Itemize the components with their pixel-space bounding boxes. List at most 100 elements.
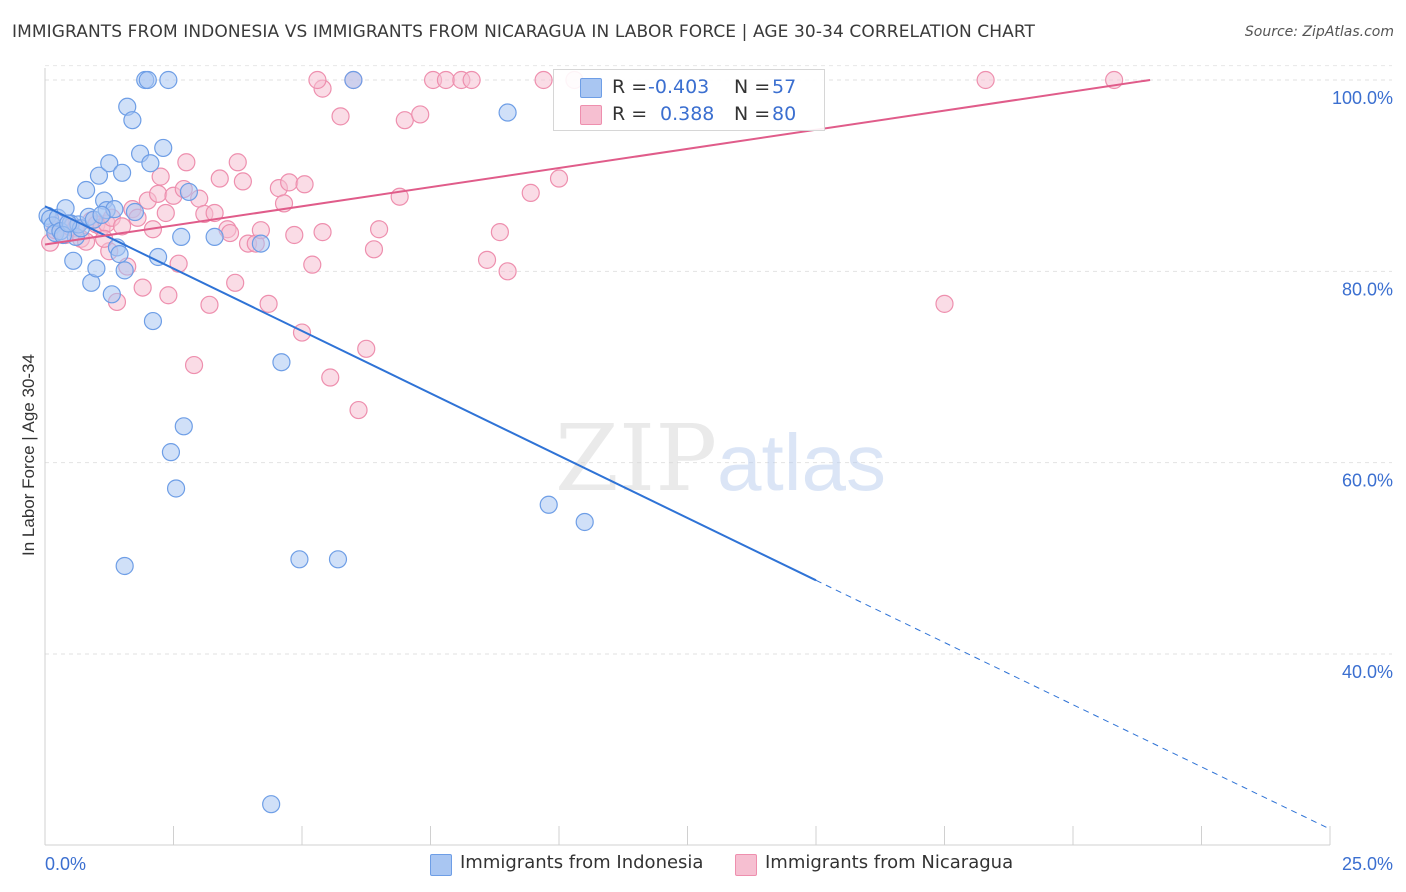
indonesia-point: [539, 495, 558, 514]
grid-lines: [45, 65, 1392, 655]
nicaragua-point: [259, 294, 278, 313]
indonesia-point: [172, 227, 191, 246]
indonesia-point: [64, 251, 83, 270]
nicaragua-point: [228, 153, 247, 172]
x-tick-label: 25.0%: [1342, 854, 1393, 874]
legend-row-indonesia: R = -0.403 N = 57: [554, 74, 824, 100]
nicaragua-point: [436, 70, 456, 90]
nicaragua-point: [477, 250, 497, 269]
trend-lines: [44, 79, 1331, 830]
nicaragua-point: [411, 105, 430, 124]
nicaragua-point: [462, 70, 481, 90]
indonesia-point: [138, 70, 157, 90]
indonesia-point: [77, 180, 96, 200]
indonesia-point: [112, 163, 132, 182]
y-tick-label: 40.0%: [1342, 662, 1393, 682]
watermark-zip: ZIP: [555, 405, 717, 512]
y-axis-label: In Labor Force | Age 30-34: [19, 354, 38, 556]
nicaragua-trend-line: [44, 79, 1151, 246]
nicaragua-point: [498, 262, 517, 281]
indonesia-point: [262, 795, 281, 814]
nicaragua-point: [395, 111, 414, 130]
nicaragua-point: [490, 223, 509, 242]
indonesia-point: [154, 138, 173, 158]
indonesia-point: [272, 353, 291, 372]
axes: [44, 68, 1331, 846]
watermark-atlas: atlas: [717, 418, 886, 507]
indonesia-point: [159, 70, 178, 90]
indonesia-trend-line: [44, 205, 817, 582]
chart-title: IMMIGRANTS FROM INDONESIA VS IMMIGRANTS …: [12, 22, 1036, 42]
legend-r-label: R =: [612, 103, 648, 125]
nicaragua-point: [935, 294, 954, 313]
data-points: [38, 70, 1124, 814]
nicaragua-point: [303, 255, 322, 274]
nicaragua-point: [285, 225, 304, 245]
y-tick-label: 60.0%: [1342, 471, 1393, 491]
legend-swatch-nicaragua: [580, 105, 602, 125]
nicaragua-point: [364, 240, 384, 259]
indonesia-point: [179, 182, 199, 202]
watermark: ZIP atlas: [555, 405, 886, 512]
nicaragua-point: [308, 70, 327, 90]
nicaragua-point: [331, 107, 350, 126]
nicaragua-point: [976, 70, 995, 90]
nicaragua-point: [357, 339, 376, 358]
indonesia-point: [125, 202, 145, 222]
tick-labels: 40.0% 60.0% 80.0% 100.0% 0.0% 25.0%: [45, 88, 1393, 874]
correlation-legend: R = -0.403 N = 57 R = 0.388 N = 80: [553, 69, 825, 131]
indonesia-point: [110, 245, 129, 264]
nicaragua-point: [156, 203, 175, 223]
nicaragua-point: [184, 355, 204, 375]
indonesia-point: [575, 512, 594, 532]
nicaragua-point: [177, 153, 196, 172]
indonesia-point: [123, 111, 142, 130]
nicaragua-point: [313, 223, 332, 242]
nicaragua-point: [148, 184, 168, 203]
nicaragua-point: [349, 400, 368, 420]
series-legend: Immigrants from Indonesia Immigrants fro…: [0, 852, 1406, 878]
legend-n-value: 80: [772, 103, 797, 125]
indonesia-point: [100, 154, 119, 173]
indonesia-point: [205, 227, 224, 246]
nicaragua-point: [370, 220, 389, 239]
legend-swatch-indonesia: [580, 78, 602, 98]
legend-n-label: N =: [734, 76, 771, 98]
legend-r-value: 0.388: [660, 103, 715, 125]
indonesia-trend-extension: [815, 579, 1331, 830]
nicaragua-point: [112, 217, 132, 236]
indonesia-point: [102, 285, 121, 304]
indonesia-point: [290, 550, 309, 569]
indonesia-point: [498, 103, 517, 122]
nicaragua-point: [233, 172, 252, 191]
nicaragua-point: [321, 368, 340, 387]
indonesia-point: [344, 70, 363, 90]
legend-label-indonesia: Immigrants from Indonesia: [460, 852, 704, 873]
nicaragua-point: [280, 173, 299, 192]
indonesia-point: [161, 443, 181, 462]
nicaragua-point: [210, 169, 229, 188]
nicaragua-point: [521, 183, 540, 202]
indonesia-point: [251, 234, 270, 253]
indonesia-point: [92, 205, 111, 224]
indonesia-point: [143, 311, 163, 331]
nicaragua-point: [159, 286, 178, 305]
indonesia-point: [87, 259, 106, 278]
nicaragua-point: [226, 273, 245, 292]
legend-label-nicaragua: Immigrants from Nicaragua: [765, 852, 1014, 873]
nicaragua-point: [200, 295, 219, 314]
indonesia-point: [115, 261, 134, 280]
legend-n-value: 57: [772, 76, 797, 98]
indonesia-point: [115, 556, 134, 576]
x-tick-label: 0.0%: [45, 854, 86, 874]
nicaragua-point: [292, 323, 312, 342]
indonesia-point: [328, 550, 348, 569]
indonesia-point: [141, 154, 160, 173]
legend-n-label: N =: [734, 103, 771, 125]
indonesia-point: [89, 166, 109, 185]
legend-swatch-indonesia: [430, 854, 452, 876]
nicaragua-point: [549, 169, 569, 188]
nicaragua-point: [205, 203, 224, 223]
indonesia-point: [174, 417, 193, 436]
